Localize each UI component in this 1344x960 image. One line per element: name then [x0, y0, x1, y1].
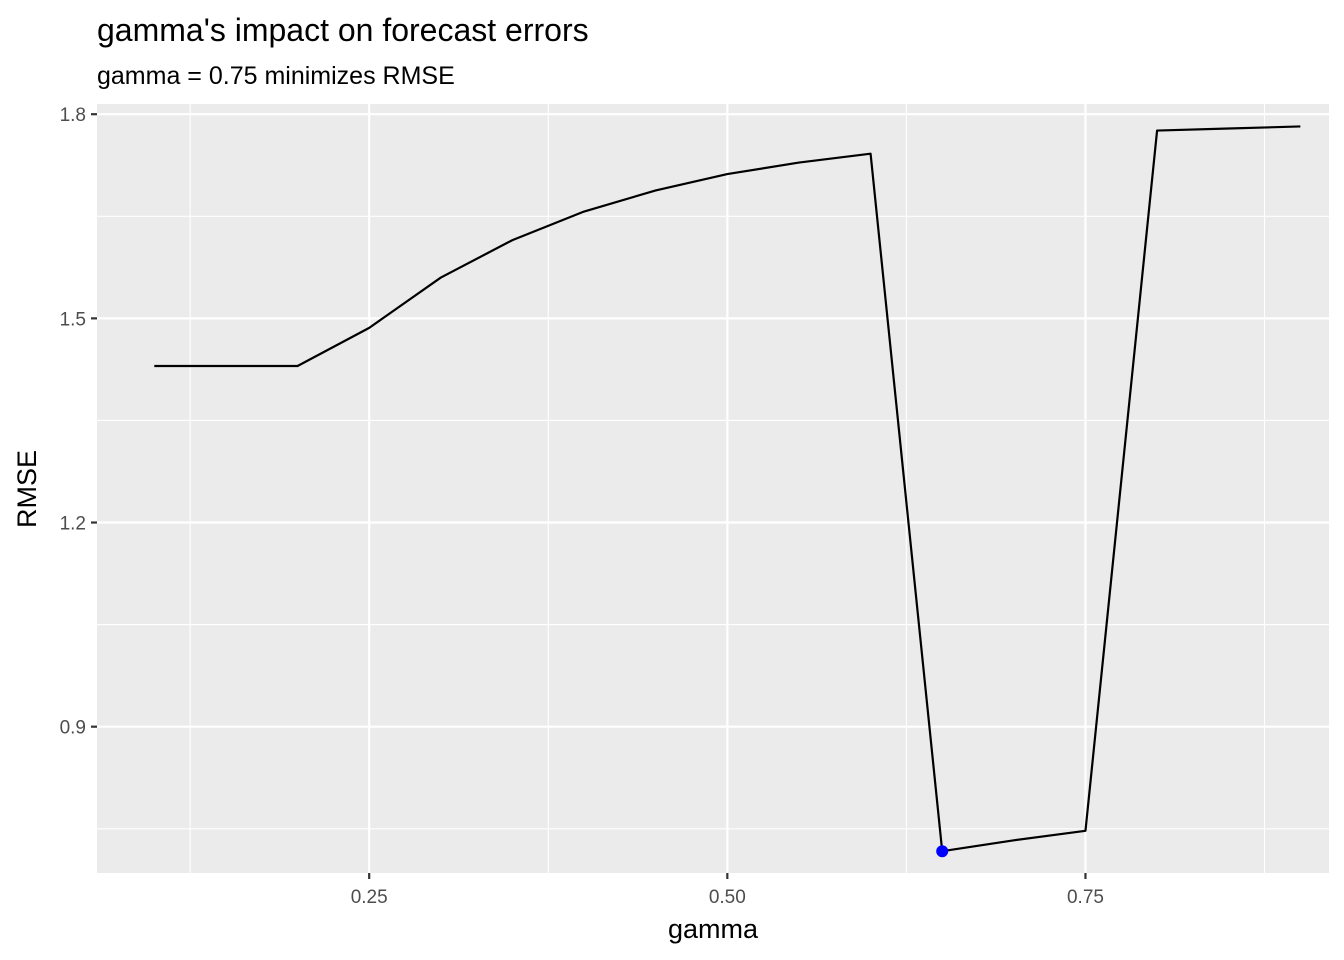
- x-tick-label: 0.50: [709, 887, 746, 908]
- x-axis-title: gamma: [668, 914, 759, 944]
- y-tick-label: 1.2: [60, 514, 86, 535]
- chart-subtitle: gamma = 0.75 minimizes RMSE: [97, 62, 455, 90]
- y-tick-label: 0.9: [60, 718, 86, 739]
- plot-panel: [97, 104, 1329, 873]
- y-tick-label: 1.8: [60, 105, 86, 126]
- x-tick-label: 0.75: [1067, 887, 1104, 908]
- y-axis-title: RMSE: [12, 450, 42, 528]
- minimum-rmse-point: [936, 845, 949, 858]
- minor-gridlines: [97, 104, 1329, 873]
- x-axis-ticks: 0.25 0.50 0.75: [351, 873, 1104, 908]
- y-axis-ticks: 0.9 1.2 1.5 1.8: [60, 105, 97, 739]
- rmse-line: [154, 125, 1301, 853]
- major-gridlines: [97, 104, 1329, 873]
- x-tick-label: 0.25: [351, 887, 388, 908]
- chart-title: gamma's impact on forecast errors: [97, 12, 589, 48]
- y-tick-label: 1.5: [60, 309, 86, 330]
